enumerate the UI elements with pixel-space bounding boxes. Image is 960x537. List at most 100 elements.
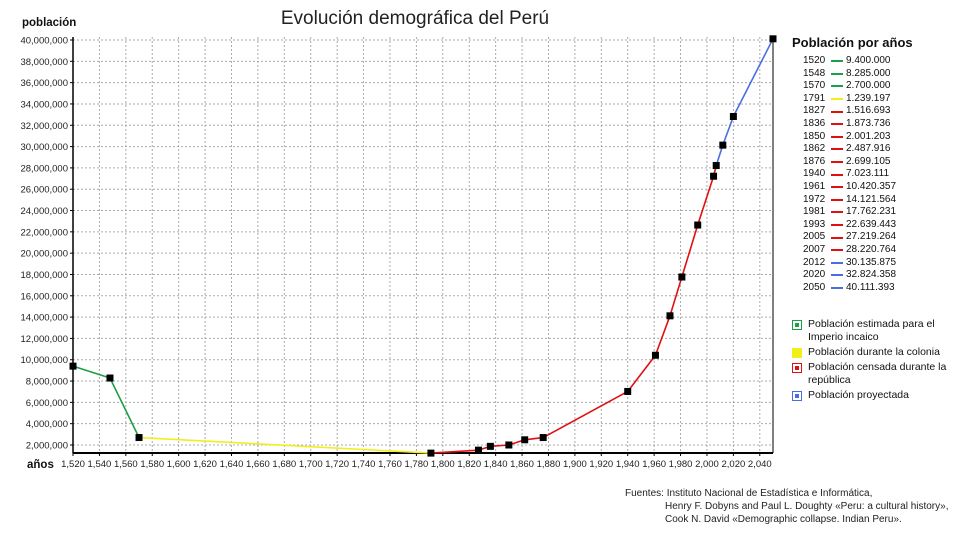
legend-swatch-icon [792,363,802,373]
legend-swatch [831,123,843,126]
legend-row: 1827 1.516.693 [803,105,896,118]
legend-swatch [831,98,843,101]
legend-title: Población por años [792,35,913,50]
data-point-1836 [486,442,494,450]
x-tick-label: 1,800 [431,459,455,470]
legend-value: 10.420.357 [846,180,897,192]
x-tick-label: 2,020 [721,459,745,470]
legend-year: 1850 [803,130,826,142]
legend-item-republica: Población censada durante la república [792,361,960,387]
series-segment-inca [72,365,111,379]
legend-label: Población censada durante la república [808,361,947,386]
y-tick-label: 22,000,000 [20,227,68,238]
x-tick-label: 1,560 [114,459,138,470]
legend-row: 1570 2.700.000 [803,80,896,93]
sources-label: Fuentes: [625,488,664,499]
legend-swatch [831,198,843,201]
data-point-2012 [719,141,727,149]
series-segment-proyectada [722,116,735,146]
legend-swatch [831,286,843,289]
legend-year: 2005 [803,231,826,243]
y-tick-label: 28,000,000 [20,163,68,174]
legend-row: 1972 14.121.564 [803,194,896,207]
y-tick-label: 8,000,000 [26,377,68,388]
x-tick-label: 1,860 [510,459,534,470]
legend-row: 2007 28.220.764 [803,244,896,257]
data-point-1862 [521,436,529,444]
legend-year: 1836 [803,117,826,129]
y-tick-label: 16,000,000 [20,291,68,302]
legend-swatch [831,161,843,164]
legend-value: 1.873.736 [846,117,891,129]
x-tick-label: 2,040 [748,459,772,470]
y-tick-label: 4,000,000 [26,419,68,430]
y-tick-label: 32,000,000 [20,121,68,132]
legend-value: 22.639.443 [846,218,897,230]
y-axis-label: población [22,17,76,29]
data-point-1993 [694,221,702,229]
series-segment-republica [627,354,657,392]
legend-value: 7.023.111 [846,168,890,180]
y-tick-label: 36,000,000 [20,78,68,89]
data-point-1548 [106,374,114,382]
y-tick-label: 38,000,000 [20,57,68,68]
x-tick-label: 1,940 [616,459,640,470]
legend-item-proyectada: Población proyectada [792,389,960,402]
y-tick-label: 10,000,000 [20,355,68,366]
legend-swatch [831,261,843,264]
x-tick-label: 1,880 [537,459,561,470]
legend-value: 40.111.393 [846,281,895,293]
legend-swatch [831,173,843,176]
legend-swatch [831,274,843,277]
legend-swatch [831,60,843,63]
legend-value: 32.824.358 [846,269,897,281]
legend-row: 2050 40.111.393 [803,282,896,295]
legend-row: 1850 2.001.203 [803,131,896,144]
legend-year: 1827 [803,105,826,117]
series-segment-republica [654,315,671,356]
series-segment-colonia [138,436,431,454]
data-point-1520 [69,362,77,370]
x-tick-label: 1,720 [325,459,349,470]
legend-swatch [831,148,843,151]
legend-swatch [831,186,843,189]
y-tick-label: 24,000,000 [20,206,68,217]
legend-swatch [831,72,843,75]
chart-title: Evolución demográfica del Perú [280,8,550,29]
y-tick-label: 26,000,000 [20,185,68,196]
y-tick-label: 12,000,000 [20,334,68,345]
legend-swatch-icon [792,320,802,330]
legend-value: 14.121.564 [846,193,897,205]
legend-year: 2020 [803,269,826,281]
legend-value: 17.762.231 [846,206,897,218]
legend-swatch-icon [792,391,802,401]
x-tick-label: 1,960 [642,459,666,470]
legend-row: 1993 22.639.443 [803,219,896,232]
legend-swatch [831,135,843,138]
legend-value: 2.001.203 [846,130,891,142]
data-point-2020 [729,112,737,120]
x-tick-label: 1,820 [457,459,481,470]
legend-label: Población durante la colonia [808,346,940,358]
x-tick-label: 2,000 [695,459,719,470]
legend-row: 1791 1.239.197 [803,93,896,106]
legend-swatch [831,224,843,227]
data-point-1972 [666,312,674,320]
x-tick-label: 1,660 [246,459,270,470]
sources-note: Fuentes: Instituto Nacional de Estadísti… [625,487,948,526]
legend-year: 2050 [803,281,826,293]
y-tick-label: 34,000,000 [20,99,68,110]
x-tick-label: 1,540 [88,459,112,470]
legend-row: 1836 1.873.736 [803,118,896,131]
x-tick-label: 1,620 [193,459,217,470]
x-tick-label: 1,520 [61,459,85,470]
legend-item-colonia: Población durante la colonia [792,346,960,359]
legend-value: 2.487.916 [846,143,891,155]
legend-year: 1981 [803,206,826,218]
legend-label: Población proyectada [808,389,909,401]
data-point-1961 [651,351,659,359]
legend-row: 1961 10.420.357 [803,181,896,194]
legend-year: 1940 [803,168,826,180]
source-line: Instituto Nacional de Estadística e Info… [666,488,873,499]
y-tick-label: 30,000,000 [20,142,68,153]
